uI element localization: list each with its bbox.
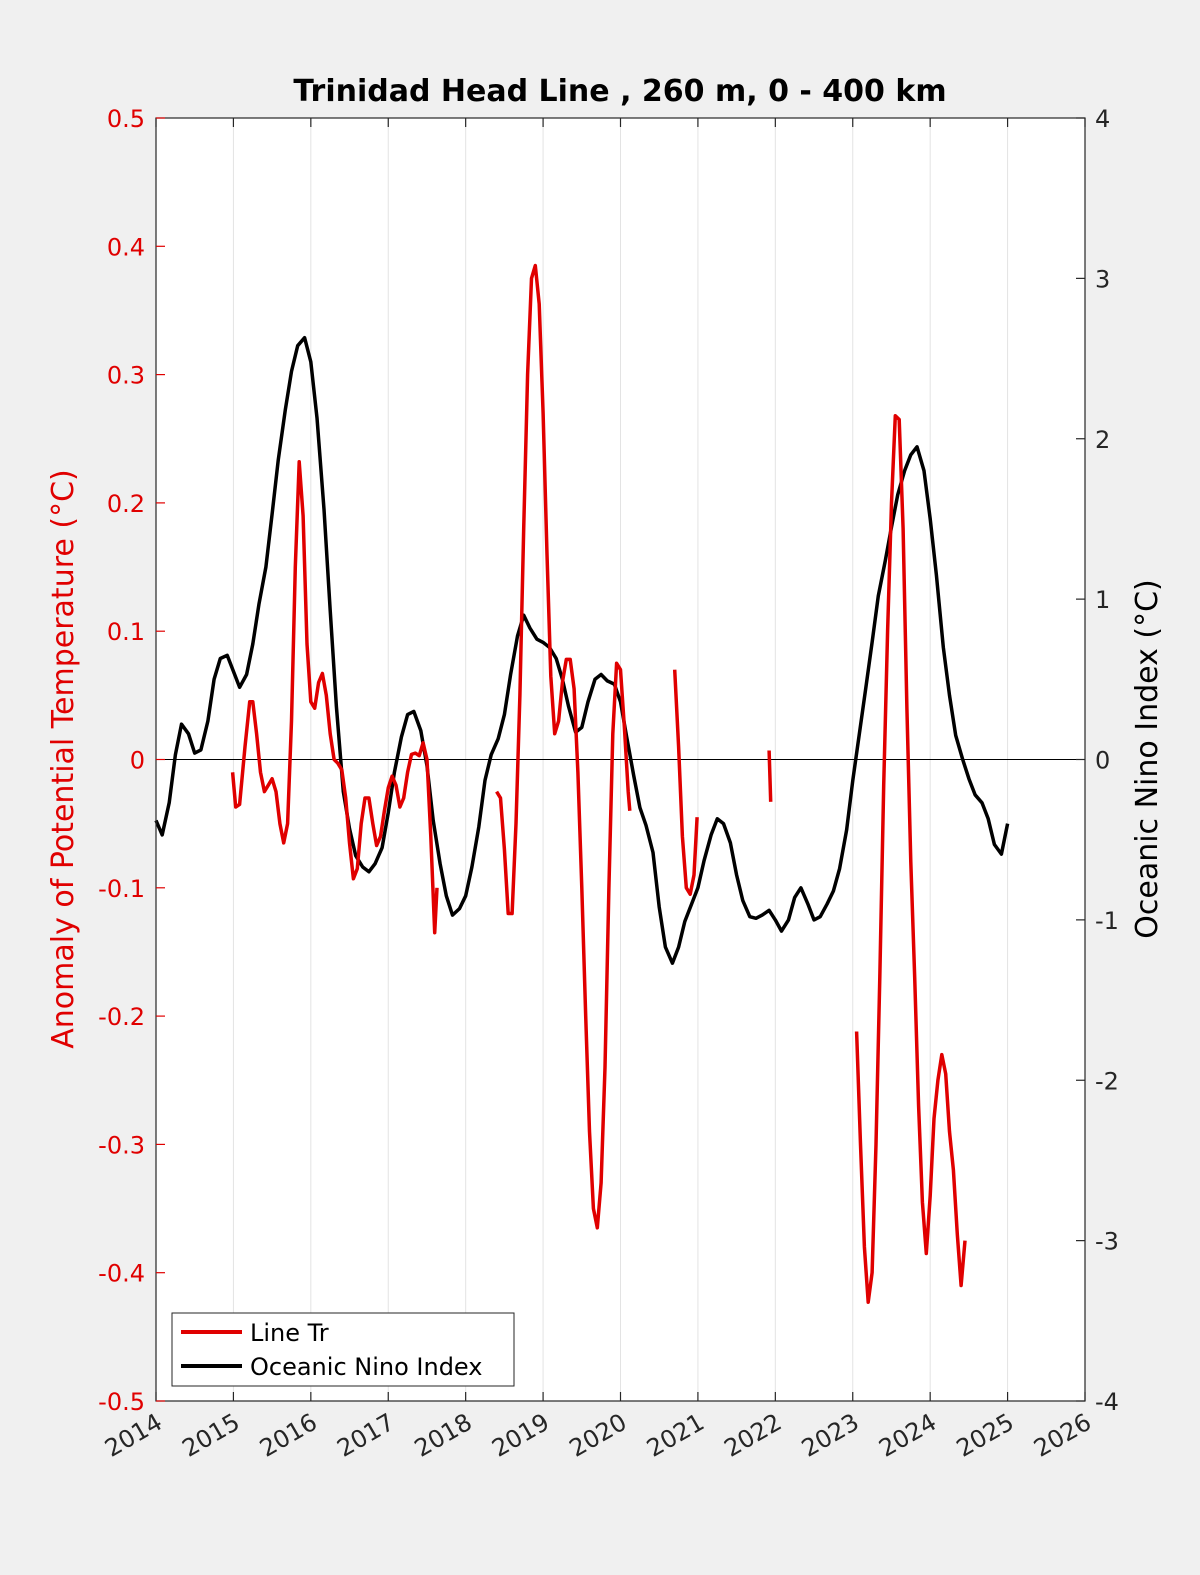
legend-box xyxy=(171,1312,515,1387)
y-left-tick-label: -0.4 xyxy=(98,1260,145,1288)
series-line-tr-segment-5 xyxy=(854,413,967,1304)
y-right-tick-label: 2 xyxy=(1095,426,1110,454)
legend-label-oni: Oceanic Nino Index xyxy=(250,1353,482,1381)
y-right-tick-label: -4 xyxy=(1095,1388,1119,1416)
y-left-tick-label: 0.5 xyxy=(107,105,145,133)
series-line-tr-segment-2 xyxy=(495,263,632,1230)
y-axis-right-label: Oceanic Nino Index (°C) xyxy=(1130,579,1165,939)
series-oni-segment-1 xyxy=(154,335,1010,965)
series-line-tr-segment-1 xyxy=(230,460,439,935)
series-line-tr-segment-3 xyxy=(672,669,699,896)
y-left-tick-label: 0.2 xyxy=(107,490,145,518)
y-axis-left: -0.5 -0.4 -0.3 -0.2 -0.1 0 0.1 0.2 0.3 0.4 0.5 xyxy=(98,105,165,1416)
y-right-tick-label: -2 xyxy=(1095,1067,1119,1095)
y-left-tick-label: -0.3 xyxy=(98,1131,145,1159)
legend: Line Tr Oceanic Nino Index xyxy=(171,1312,515,1387)
y-left-tick-label: 0.3 xyxy=(107,362,145,390)
y-left-tick-label: 0 xyxy=(130,747,145,775)
y-right-tick-label: 4 xyxy=(1095,105,1110,133)
legend-label-line-tr: Line Tr xyxy=(250,1319,329,1347)
y-axis-right: -4 -3 -2 -1 0 1 2 3 4 xyxy=(1076,105,1119,1416)
y-right-tick-label: 1 xyxy=(1095,586,1110,614)
series-line-tr-segment-4 xyxy=(767,750,773,802)
y-left-tick-label: 0.4 xyxy=(107,233,145,261)
y-axis-left-label: Anomaly of Potential Temperature (°C) xyxy=(46,469,81,1048)
y-right-tick-label: -3 xyxy=(1095,1228,1119,1256)
y-left-tick-label: -0.5 xyxy=(98,1388,145,1416)
series-layer xyxy=(154,263,1010,1304)
y-left-tick-label: -0.2 xyxy=(98,1003,145,1031)
y-left-tick-label: -0.1 xyxy=(98,875,145,903)
y-right-tick-label: -1 xyxy=(1095,907,1119,935)
chart-title: Trinidad Head Line , 260 m, 0 - 400 km xyxy=(293,74,946,109)
y-right-tick-label: 0 xyxy=(1095,747,1110,775)
y-left-tick-label: 0.1 xyxy=(107,618,145,646)
y-right-tick-label: 3 xyxy=(1095,265,1110,293)
